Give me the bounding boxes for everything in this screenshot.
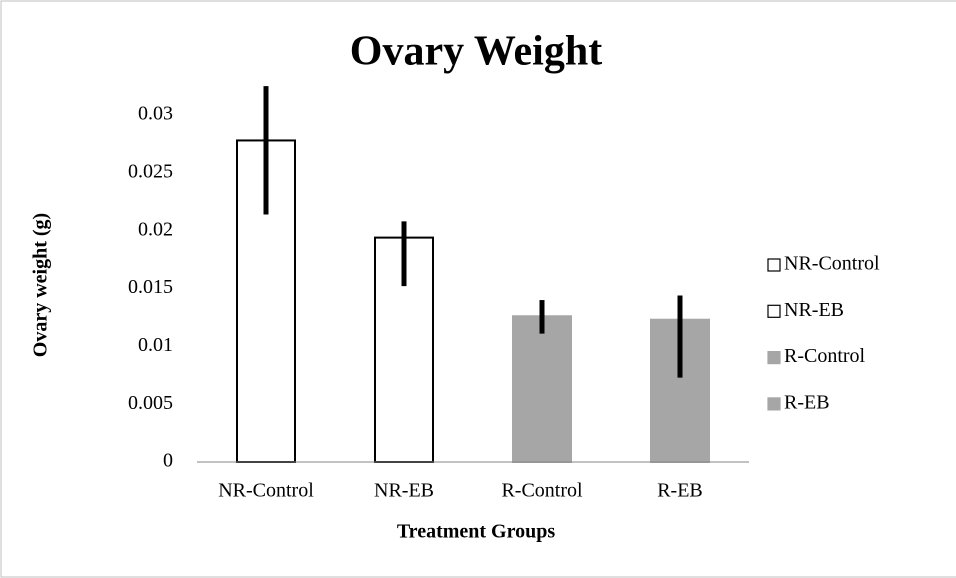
legend-label: R-Control xyxy=(784,345,866,367)
y-tick-label: 0.01 xyxy=(138,334,173,356)
y-tick-label: 0.02 xyxy=(138,218,173,240)
legend-swatch xyxy=(767,397,781,411)
x-tick-label: NR-Control xyxy=(218,480,314,502)
y-tick-label: 0.005 xyxy=(128,392,173,414)
legend-label: NR-EB xyxy=(784,299,844,321)
x-tick-label: R-Control xyxy=(501,480,583,502)
y-tick-label: 0 xyxy=(163,450,173,472)
y-tick-label: 0.025 xyxy=(128,160,173,182)
bar xyxy=(512,315,572,464)
x-tick-label: NR-EB xyxy=(374,480,434,502)
legend-swatch xyxy=(767,258,781,272)
y-tick-label: 0.015 xyxy=(128,276,173,298)
y-tick-label: 0.03 xyxy=(138,103,173,125)
chart-title: Ovary Weight xyxy=(350,29,602,75)
y-axis-label: Ovary weight (g) xyxy=(30,213,52,357)
x-axis-label: Treatment Groups xyxy=(397,521,556,543)
x-tick-label: R-EB xyxy=(657,480,703,502)
legend-swatch xyxy=(767,351,781,365)
legend-label: NR-Control xyxy=(784,253,880,275)
legend-label: R-EB xyxy=(784,391,830,413)
legend-swatch xyxy=(767,304,781,318)
